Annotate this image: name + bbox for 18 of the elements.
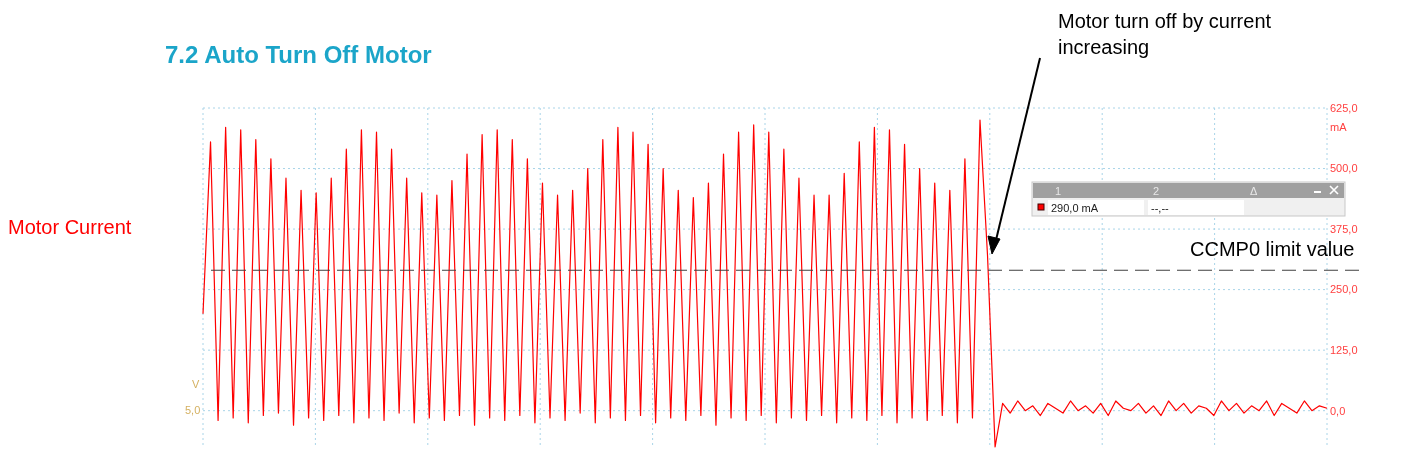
text: V [192,378,200,390]
annotation: 1 [1055,185,1062,197]
y-tick-label: 375,0 [1330,222,1358,235]
chart-title: 7.2 Auto Turn Off Motor [165,41,432,68]
annotation: --,-- [1151,202,1170,214]
y-tick-label: 250,0 [1330,283,1358,296]
ref-line-label: CCMP0 limit value [1190,238,1355,261]
y-tick-label: 500,0 [1330,162,1358,175]
text: 5,0 [185,404,201,416]
annotation: 2 [1153,185,1160,197]
y-tick-label: 0,0 [1330,404,1346,417]
y-axis-title: Motor Current [8,216,132,238]
text: mA [1330,121,1348,133]
annotation: Δ [1250,185,1258,197]
text: Motor turn off by current increasing [1058,10,1272,58]
annotation: 290,0 mA [1051,202,1099,214]
y-tick-label: 625,0 [1330,101,1358,114]
y-tick-label: 125,0 [1330,343,1358,356]
